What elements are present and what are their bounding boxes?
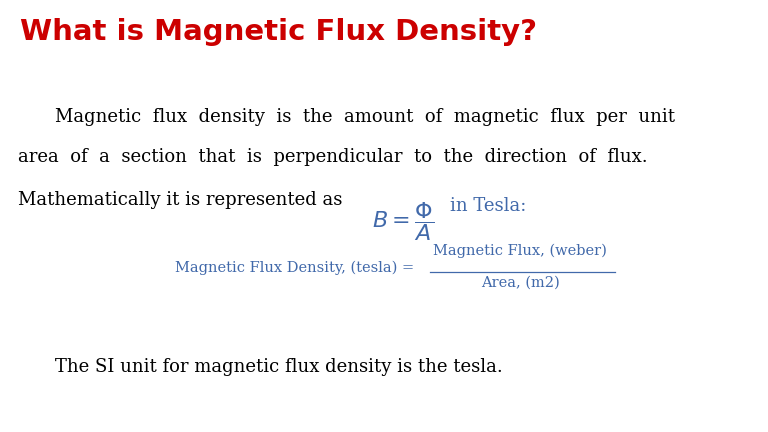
- Text: The SI unit for magnetic flux density is the tesla.: The SI unit for magnetic flux density is…: [55, 358, 503, 376]
- Text: Area, (m2): Area, (m2): [481, 276, 559, 290]
- Text: What is Magnetic Flux Density?: What is Magnetic Flux Density?: [20, 18, 537, 46]
- Text: Magnetic  flux  density  is  the  amount  of  magnetic  flux  per  unit: Magnetic flux density is the amount of m…: [55, 108, 675, 126]
- Text: $B = \dfrac{\Phi}{A}$: $B = \dfrac{\Phi}{A}$: [372, 200, 434, 243]
- Text: Magnetic Flux, (weber): Magnetic Flux, (weber): [433, 244, 607, 258]
- Text: Mathematically it is represented as: Mathematically it is represented as: [18, 191, 348, 209]
- Text: in Tesla:: in Tesla:: [450, 197, 526, 215]
- Text: area  of  a  section  that  is  perpendicular  to  the  direction  of  flux.: area of a section that is perpendicular …: [18, 148, 647, 166]
- Text: Magnetic Flux Density, (tesla) =: Magnetic Flux Density, (tesla) =: [175, 261, 419, 275]
